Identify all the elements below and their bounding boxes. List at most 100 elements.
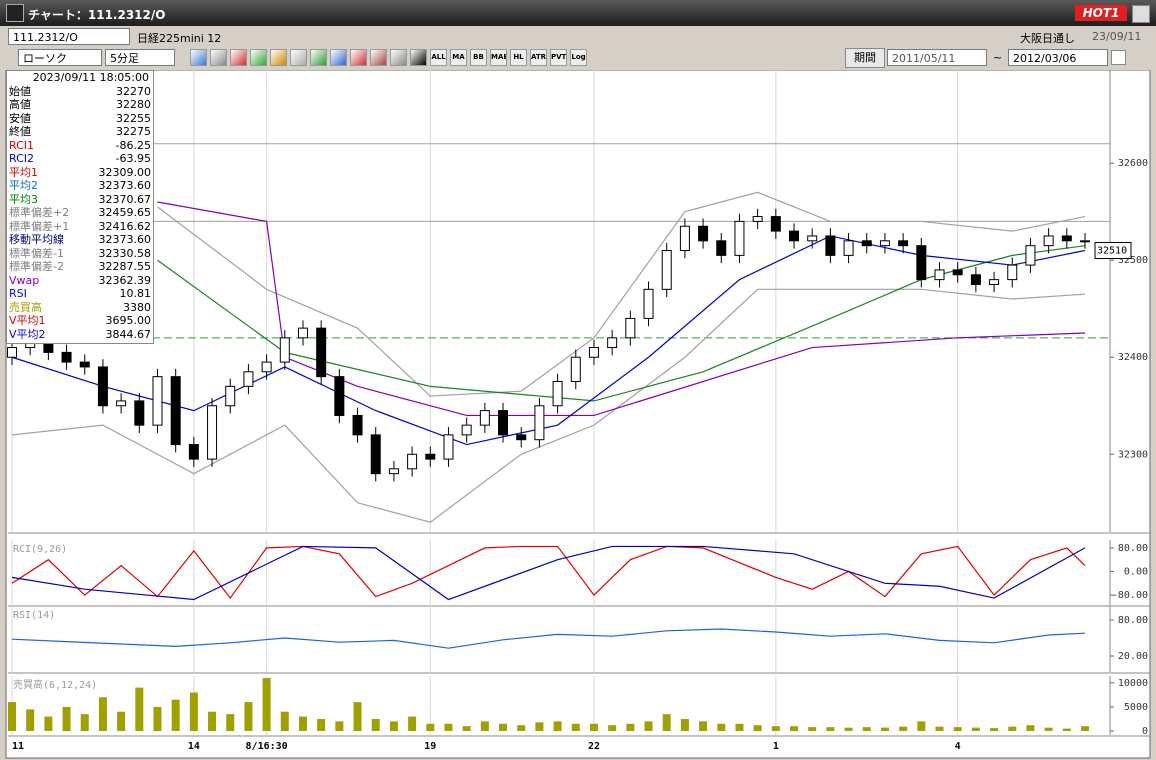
volume-bar	[353, 702, 362, 731]
candle-body	[1025, 245, 1036, 266]
info-value: 3695.00	[105, 314, 152, 327]
market: 大阪日通し	[1020, 32, 1075, 45]
tool-icon[interactable]	[230, 49, 247, 66]
tool-icon[interactable]	[210, 49, 227, 66]
volume-bar	[408, 716, 417, 731]
volume-bar	[880, 727, 889, 731]
tool-icon[interactable]	[330, 49, 347, 66]
volume-bar	[680, 718, 689, 731]
tool-button[interactable]: ATR	[530, 49, 547, 66]
tool-icon[interactable]	[410, 49, 427, 66]
info-label: 安値	[9, 111, 31, 125]
volume-bar	[117, 711, 126, 731]
y-tick-label: 20.00	[1118, 651, 1148, 662]
indicator-line	[157, 245, 1086, 402]
volume-bar	[1081, 726, 1089, 731]
y-tick-label: 80.00	[1118, 615, 1148, 626]
info-row: RCI1 -86.25	[7, 139, 153, 153]
candle-body	[334, 376, 345, 416]
panel-label: 売買高(6,12,24)	[13, 678, 97, 691]
info-label: 終値	[9, 125, 31, 138]
info-value: -86.25	[115, 138, 151, 152]
tool-button[interactable]: MA	[450, 49, 467, 66]
candle-body	[479, 410, 490, 426]
volume-bar	[171, 699, 180, 731]
indicator-line	[157, 191, 1086, 397]
candle-body	[188, 444, 199, 460]
volume-bar	[44, 716, 53, 731]
candle-body	[498, 410, 509, 436]
candle-body	[825, 235, 836, 256]
tool-button[interactable]: MAE	[490, 49, 507, 66]
y-tick-label: 32500	[1118, 255, 1148, 266]
info-label: V平均1	[9, 314, 46, 327]
tool-icon[interactable]	[270, 49, 287, 66]
tool-button[interactable]: PVT	[550, 49, 567, 66]
candle-body	[534, 405, 545, 441]
candle-body	[789, 230, 800, 242]
info-label: 平均2	[9, 179, 38, 192]
tool-button[interactable]: HL	[510, 49, 527, 66]
candle-body	[388, 468, 399, 475]
window-title: チャート：111.2312/O	[28, 8, 166, 22]
candle-body	[588, 347, 599, 358]
volume-bar	[717, 723, 726, 731]
tool-button[interactable]: Log	[570, 49, 587, 66]
candle-body	[679, 225, 690, 252]
candle-body	[425, 453, 436, 460]
volume-bar	[208, 711, 217, 731]
info-label: 標準偏差+1	[9, 219, 70, 233]
tool-icon[interactable]	[250, 49, 267, 66]
candle-body	[279, 337, 290, 363]
candle-body	[970, 274, 981, 285]
info-value: 32373.60	[98, 179, 152, 192]
info-value: 32373.60	[98, 233, 152, 246]
volume-bar	[480, 721, 489, 731]
info-row: 始値 32270	[7, 85, 153, 99]
to-date[interactable]: 2012/03/06	[1008, 49, 1108, 66]
tool-icon[interactable]	[370, 49, 387, 66]
info-row: RSI 10.81	[7, 287, 153, 301]
x-tick-label: 8/16:30	[246, 741, 288, 752]
info-row: 標準偏差+2 32459.65	[7, 206, 153, 220]
checkbox[interactable]	[1111, 50, 1126, 65]
volume-bar	[499, 723, 508, 731]
tool-icon[interactable]	[390, 49, 407, 66]
volume-bar	[371, 718, 380, 731]
x-tick-label: 19	[424, 741, 436, 752]
volume-bar	[462, 726, 471, 731]
tool-button[interactable]: ALL	[430, 49, 447, 66]
tool-icon[interactable]	[190, 49, 207, 66]
volume-bar	[571, 723, 580, 731]
period-button[interactable]: 期間	[845, 48, 885, 68]
interval-select[interactable]: 5分足	[105, 49, 175, 66]
info-panel: 2023/09/11 18:05:00 始値 32270 高値 32280 安値 3225…	[6, 70, 154, 344]
x-tick-label: 11	[12, 741, 24, 752]
volume-bar	[935, 726, 944, 731]
tool-icon[interactable]	[350, 49, 367, 66]
candle-body	[734, 220, 745, 256]
tool-icon[interactable]	[310, 49, 327, 66]
info-label: 高値	[9, 98, 31, 111]
candle-body	[716, 240, 727, 256]
candle-body	[552, 380, 563, 407]
info-value: 32255	[116, 111, 151, 125]
candle-body	[625, 317, 636, 339]
indicator-line	[11, 288, 1086, 523]
from-date[interactable]: 2011/05/11	[887, 49, 987, 66]
close-button[interactable]	[1132, 5, 1150, 23]
symbol-select[interactable]: 111.2312/O	[8, 28, 130, 45]
volume-bar	[862, 727, 871, 731]
y-tick-label: 32300	[1118, 449, 1148, 460]
y-tick-label: 80.00	[1118, 543, 1148, 554]
chart-type-select[interactable]: ローソク	[18, 49, 102, 66]
info-value: 32309.00	[98, 165, 152, 179]
tool-button[interactable]: BB	[470, 49, 487, 66]
indicator-line	[157, 201, 1086, 417]
candle-body	[643, 288, 654, 319]
volume-bar	[990, 728, 999, 731]
panel-label: RSI(14)	[13, 610, 55, 621]
info-label: 標準偏差-2	[9, 260, 64, 273]
tool-icon[interactable]	[290, 49, 307, 66]
hot-button[interactable]: HOT1	[1075, 5, 1127, 21]
